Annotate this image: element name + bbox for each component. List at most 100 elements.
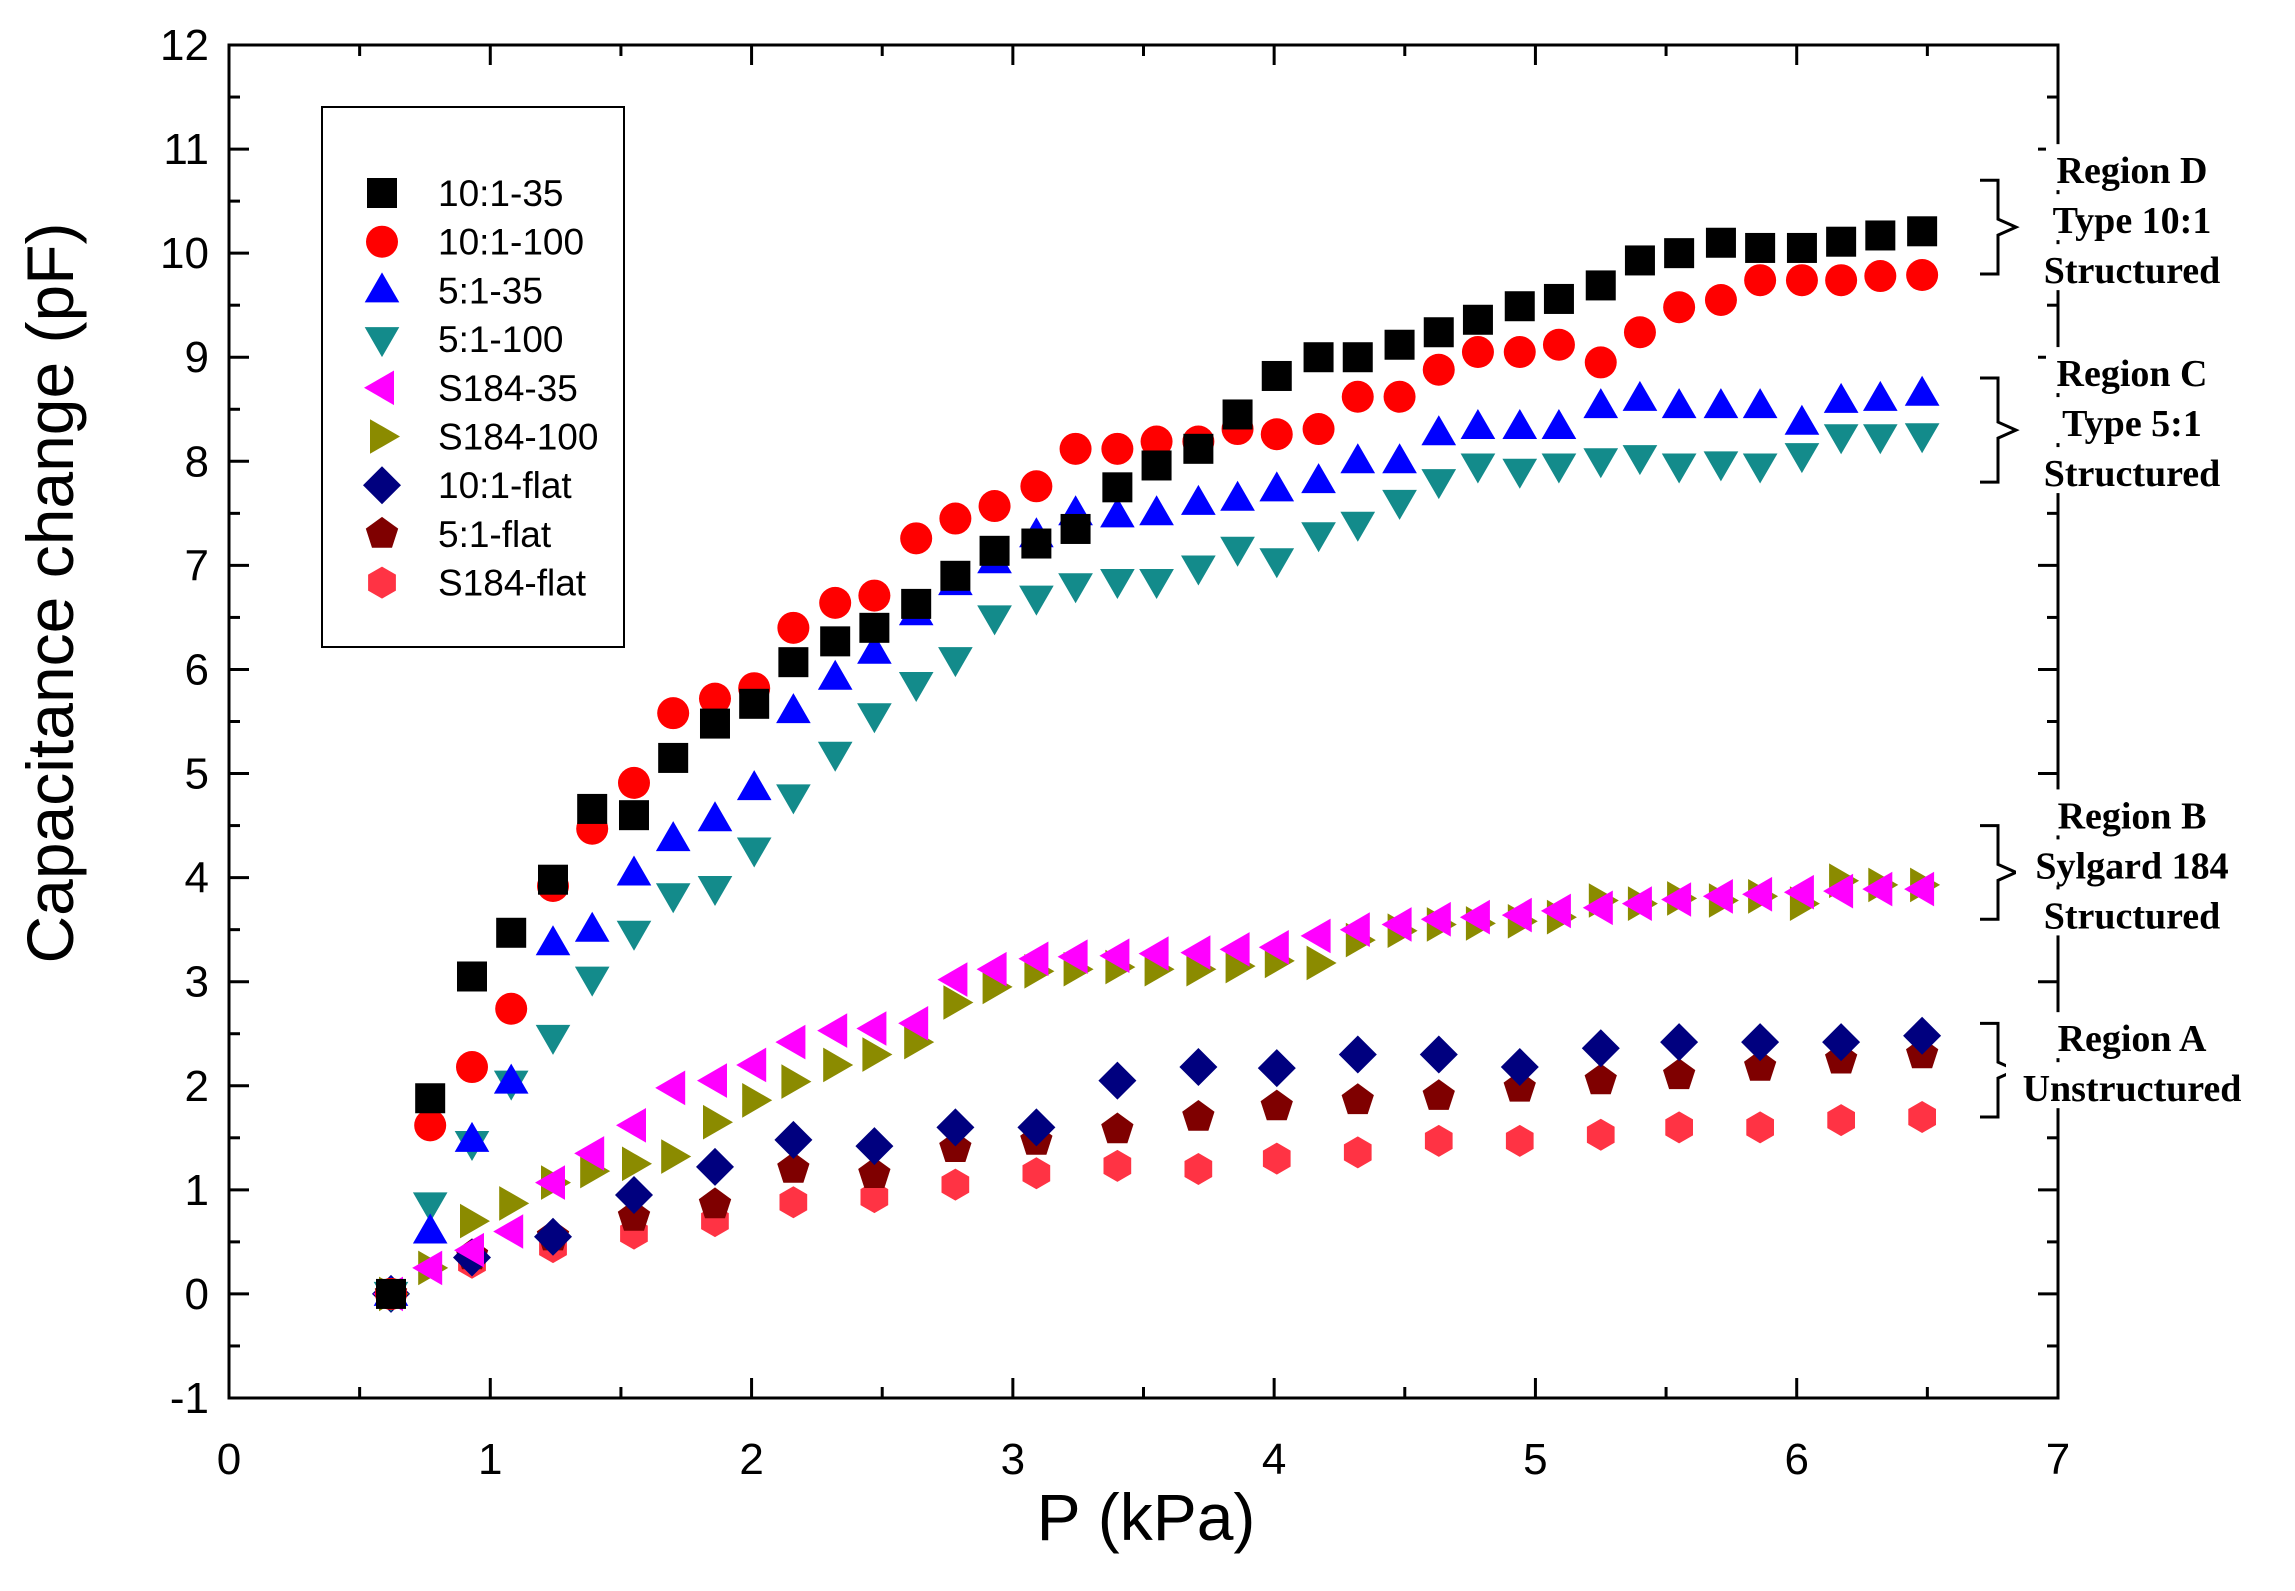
annotation-bg — [2046, 1012, 2218, 1059]
data-point — [1260, 418, 1293, 451]
data-point — [1660, 1023, 1699, 1062]
annotation-region-a: Region A Unstructured — [1980, 1012, 2258, 1119]
data-point — [696, 1147, 734, 1186]
data-point — [1784, 404, 1820, 435]
data-point — [697, 1063, 727, 1098]
data-point — [900, 522, 933, 555]
data-point — [860, 1181, 889, 1214]
data-point — [817, 741, 853, 772]
data-point — [898, 672, 934, 702]
data-point — [1100, 569, 1135, 599]
data-point — [736, 1047, 767, 1083]
data-point — [857, 703, 892, 734]
annotation-text: Type 5:1 — [2062, 403, 2202, 445]
y-tick-label: 4 — [185, 854, 209, 903]
y-tick-label: 9 — [185, 333, 209, 382]
annotation-region-d: Region D Type 10:1 Structured — [1980, 144, 2238, 292]
data-point — [1502, 458, 1538, 489]
data-point — [1421, 415, 1457, 446]
data-point — [1017, 1108, 1056, 1147]
legend-label: 5:1-35 — [438, 270, 543, 311]
data-point — [1301, 522, 1336, 553]
region-brace — [1980, 376, 2020, 484]
y-tick-label: 6 — [185, 645, 209, 694]
legend-label: 10:1-flat — [438, 465, 572, 506]
data-point — [776, 693, 811, 724]
data-point — [574, 911, 610, 942]
data-point — [938, 647, 973, 678]
y-tick-label: 3 — [185, 958, 209, 1007]
data-point — [777, 1152, 810, 1183]
data-point — [1220, 536, 1255, 567]
legend-entry: 10:1-35 — [367, 173, 564, 214]
annotation-region-c: Region C Type 5:1 Structured — [1980, 347, 2238, 495]
data-point — [1825, 264, 1858, 297]
data-point — [1823, 382, 1859, 413]
x-tick-label: 0 — [217, 1435, 241, 1484]
x-tick-label: 2 — [739, 1435, 763, 1484]
data-point — [736, 837, 772, 868]
data-point — [1622, 380, 1658, 411]
data-point — [537, 864, 568, 895]
series-10-1-35 — [375, 216, 1938, 1309]
data-point — [618, 800, 649, 831]
data-point — [1540, 893, 1571, 929]
legend-entry: S184-35 — [364, 368, 578, 409]
data-point — [574, 966, 610, 997]
data-point — [1259, 471, 1295, 502]
legend-label: 5:1-100 — [438, 319, 564, 360]
y-tick-label: 8 — [185, 437, 209, 486]
data-point — [1785, 264, 1818, 297]
data-point — [1423, 317, 1454, 348]
series-10-1-flat — [372, 1016, 1942, 1313]
legend-entry: 10:1-100 — [366, 222, 584, 263]
legend-label: S184-100 — [438, 417, 598, 458]
data-point — [1101, 432, 1134, 465]
data-point — [580, 1153, 611, 1189]
data-point — [1306, 945, 1337, 981]
data-point — [1342, 342, 1373, 373]
data-point — [657, 697, 690, 730]
data-point — [858, 1157, 891, 1188]
data-point — [1621, 886, 1652, 921]
data-point — [1865, 220, 1896, 251]
data-point — [775, 1024, 806, 1060]
data-point — [1863, 380, 1898, 411]
data-point — [493, 1063, 529, 1094]
data-point — [616, 855, 652, 886]
data-point — [1225, 948, 1256, 984]
data-point — [1661, 388, 1697, 419]
data-point — [622, 1146, 652, 1182]
data-point — [1742, 876, 1773, 912]
data-point — [1501, 897, 1532, 933]
data-point — [979, 535, 1010, 566]
data-point — [658, 742, 689, 773]
x-tick-label: 3 — [1001, 1435, 1025, 1484]
data-point — [1703, 451, 1739, 482]
x-axis-label: P (kPa) — [1037, 1480, 1256, 1554]
data-point — [454, 1121, 490, 1152]
data-point — [1181, 484, 1216, 515]
legend-marker — [364, 327, 400, 358]
data-point — [856, 1011, 887, 1046]
data-point — [535, 1165, 565, 1200]
data-point — [1179, 1048, 1218, 1086]
legend-marker — [365, 516, 399, 548]
data-point — [496, 917, 527, 948]
y-tick-label: 11 — [163, 125, 209, 174]
data-point — [412, 1192, 448, 1223]
data-point — [454, 1232, 484, 1268]
legend-marker — [367, 178, 397, 208]
x-tick-label: 5 — [1523, 1435, 1547, 1484]
annotation-text: Structured — [2044, 250, 2221, 292]
data-point — [1383, 380, 1416, 413]
annotation-bg — [2046, 347, 2218, 394]
data-point — [1338, 1035, 1377, 1074]
data-point — [898, 1006, 929, 1041]
data-point — [1624, 245, 1655, 276]
y-tick-label: -1 — [170, 1374, 209, 1423]
data-point — [1103, 1149, 1132, 1182]
data-point — [1261, 360, 1292, 391]
annotation-region-b: Region B Sylgard 184 Structured — [1980, 789, 2248, 937]
